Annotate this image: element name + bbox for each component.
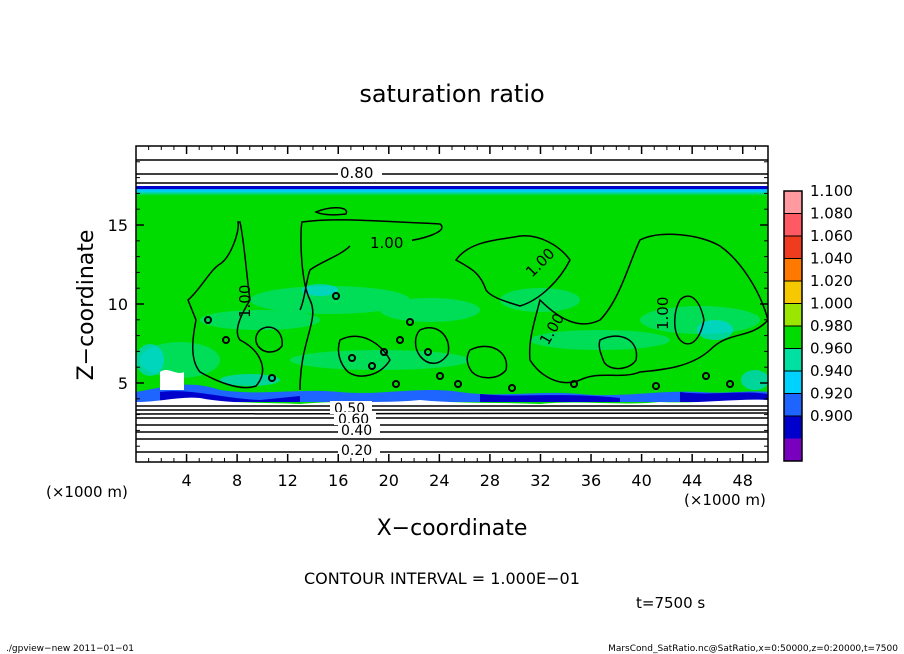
colorbar-label: 0.980 bbox=[810, 317, 853, 335]
contour-label: 0.40 bbox=[341, 423, 372, 439]
x-tick-label: 24 bbox=[429, 471, 449, 490]
contour-label-group: 0.80 1.00 1.00 1.00 1.00 1.00 0.50 0.60 … bbox=[236, 164, 672, 459]
contour-label: 1.00 bbox=[654, 297, 672, 330]
colorbar-label: 0.940 bbox=[810, 362, 853, 380]
x-tick-label: 48 bbox=[733, 471, 753, 490]
field-green bbox=[136, 194, 768, 404]
colorbar-label: 0.960 bbox=[810, 340, 853, 358]
colorbar-label: 1.060 bbox=[810, 227, 853, 245]
contour-label: 0.80 bbox=[340, 164, 373, 182]
x-tick-label: 4 bbox=[181, 471, 191, 490]
x-axis-unit: (×1000 m) bbox=[684, 491, 766, 509]
x-tick-label: 8 bbox=[232, 471, 242, 490]
y-tick-label: 15 bbox=[108, 216, 128, 235]
colorbar-swatch bbox=[784, 191, 802, 214]
time-label: t=7500 s bbox=[636, 594, 705, 612]
colorbar-label: 1.000 bbox=[810, 295, 853, 313]
x-tick-label: 28 bbox=[480, 471, 500, 490]
colorbar-label: 1.040 bbox=[810, 250, 853, 268]
colorbar-swatch bbox=[784, 438, 802, 461]
contour-lines bbox=[136, 159, 768, 453]
colorbar-swatch bbox=[784, 348, 802, 371]
colorbar-swatch bbox=[784, 236, 802, 259]
colorbar-swatch bbox=[784, 393, 802, 416]
y-tick-label: 10 bbox=[108, 295, 128, 314]
colorbar-swatch bbox=[784, 281, 802, 304]
colorbar-label: 1.100 bbox=[810, 182, 853, 200]
plot-area: 0.80 1.00 1.00 1.00 1.00 1.00 0.50 0.60 … bbox=[136, 146, 768, 462]
colorbar-swatch bbox=[784, 416, 802, 439]
upper-blue-band bbox=[136, 186, 768, 196]
x-tick-label: 12 bbox=[278, 471, 298, 490]
colorbar-label: 0.920 bbox=[810, 385, 853, 403]
colorbar-label: 1.080 bbox=[810, 205, 853, 223]
x-tick-label: 32 bbox=[530, 471, 550, 490]
x-tick-label: 16 bbox=[328, 471, 348, 490]
x-tick-label: 36 bbox=[581, 471, 601, 490]
x-axis-label: X−coordinate bbox=[377, 516, 528, 541]
footer-right: MarsCond_SatRatio.nc@SatRatio,x=0:50000,… bbox=[608, 644, 898, 654]
x-tick-label: 40 bbox=[631, 471, 651, 490]
contour-blobs bbox=[204, 292, 734, 392]
x-tick-label: 20 bbox=[379, 471, 399, 490]
y-axis: 5 10 15 bbox=[108, 161, 768, 447]
y-axis-unit: (×1000 m) bbox=[46, 483, 128, 501]
contour-label: 1.00 bbox=[236, 285, 254, 318]
contour-label: 1.00 bbox=[370, 234, 403, 252]
colorbar-swatch bbox=[784, 371, 802, 394]
x-tick-label: 44 bbox=[682, 471, 702, 490]
colorbar-swatch bbox=[784, 303, 802, 326]
contour-interval: CONTOUR INTERVAL = 1.000E−01 bbox=[304, 569, 580, 588]
y-tick-label: 5 bbox=[118, 374, 128, 393]
chart-title: saturation ratio bbox=[359, 80, 544, 108]
colorbar-label: 1.020 bbox=[810, 272, 853, 290]
colorbar-swatch bbox=[784, 258, 802, 281]
x-axis: 4 8 12 16 20 24 28 32 36 40 44 48 bbox=[148, 146, 756, 490]
colorbar-swatch bbox=[784, 213, 802, 236]
contour-label: 0.20 bbox=[341, 443, 372, 459]
footer-left: ./gpview−new 2011−01−01 bbox=[6, 644, 134, 654]
colorbar-swatch bbox=[784, 326, 802, 349]
colorbar: 1.100 1.080 1.060 1.040 1.020 1.000 0.980 0.960… bbox=[783, 182, 853, 462]
colorbar-label: 0.900 bbox=[810, 407, 853, 425]
y-axis-label: Z−coordinate bbox=[74, 230, 99, 381]
